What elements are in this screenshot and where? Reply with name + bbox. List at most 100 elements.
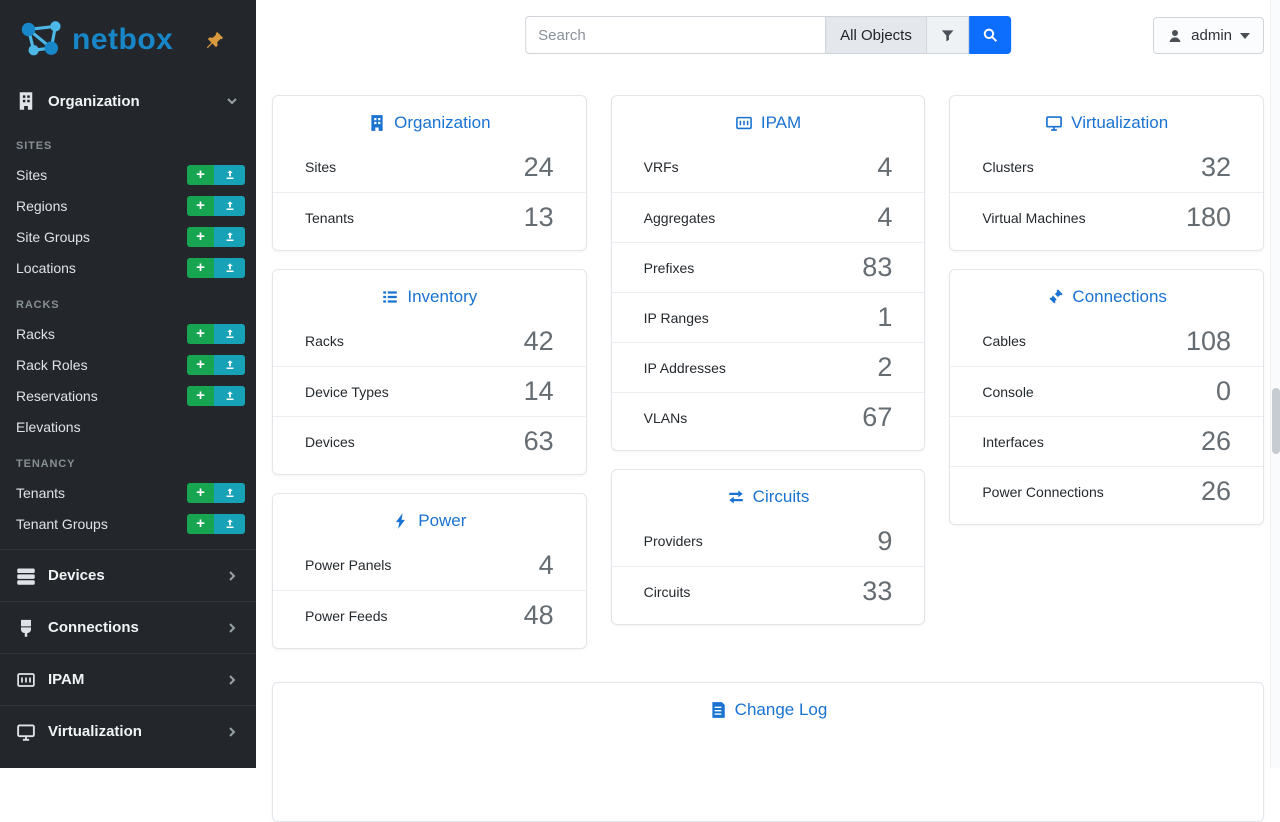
pin-icon[interactable] xyxy=(205,30,225,50)
import-button[interactable] xyxy=(214,323,245,344)
stat-value[interactable]: 48 xyxy=(523,600,554,630)
stat-value[interactable]: 9 xyxy=(877,525,893,556)
sidebar-link-site-groups[interactable]: Site Groups xyxy=(16,228,90,245)
stat-label[interactable]: Clusters xyxy=(982,159,1034,175)
add-button[interactable]: + xyxy=(187,513,214,534)
scrollbar-thumb[interactable] xyxy=(1272,388,1280,454)
search-submit-button[interactable] xyxy=(968,16,1011,54)
stat-label[interactable]: Interfaces xyxy=(982,433,1044,450)
import-button[interactable] xyxy=(214,513,245,534)
search-input[interactable] xyxy=(525,16,826,54)
stat-value[interactable]: 14 xyxy=(523,376,554,406)
stat-label[interactable]: Devices xyxy=(305,433,355,450)
sidebar-link-regions[interactable]: Regions xyxy=(16,197,68,214)
stat-label[interactable]: Device Types xyxy=(305,383,389,400)
sidebar-link-tenant-groups[interactable]: Tenant Groups xyxy=(16,515,108,532)
stat-value[interactable]: 26 xyxy=(1200,476,1232,506)
sidebar-link-tenants[interactable]: Tenants xyxy=(16,484,66,501)
stat-value[interactable]: 26 xyxy=(1200,426,1232,456)
stat-value[interactable]: 63 xyxy=(523,426,554,456)
stat-value[interactable]: 67 xyxy=(862,402,893,432)
stat-value[interactable]: 180 xyxy=(1185,202,1232,232)
stat-label[interactable]: Power Connections xyxy=(982,483,1104,500)
stat-value[interactable]: 33 xyxy=(862,576,893,606)
section-tenancy: TENANCY Tenants + Tenant Groups + xyxy=(0,442,256,539)
stat-row: Devices 63 xyxy=(273,416,586,466)
add-button[interactable]: + xyxy=(187,385,214,406)
import-button[interactable] xyxy=(214,482,245,503)
stat-value[interactable]: 42 xyxy=(523,325,554,356)
object-type-dropdown[interactable]: All Objects xyxy=(825,16,927,54)
stat-label[interactable]: Circuits xyxy=(643,583,691,600)
stat-label[interactable]: Aggregates xyxy=(643,209,716,226)
stat-row: Console 0 xyxy=(950,366,1264,416)
stat-label[interactable]: Providers xyxy=(643,533,703,549)
chevron-right-icon xyxy=(224,620,240,636)
stat-value[interactable]: 0 xyxy=(1215,376,1232,406)
stat-label[interactable]: Tenants xyxy=(305,209,355,226)
add-button[interactable]: + xyxy=(187,354,214,375)
stat-label[interactable]: Power Feeds xyxy=(305,607,388,624)
dashboard-column-3: Virtualization Clusters 32 Virtual Machi… xyxy=(949,95,1265,649)
plus-icon: + xyxy=(196,166,205,183)
card-title: Connections xyxy=(1072,287,1167,306)
stat-value[interactable]: 32 xyxy=(1200,151,1232,182)
sidebar-item-tenants: Tenants + xyxy=(0,477,256,508)
stat-value[interactable]: 4 xyxy=(538,549,554,580)
stat-value[interactable]: 108 xyxy=(1185,325,1232,356)
building-icon xyxy=(371,115,383,131)
sidebar-link-racks[interactable]: Racks xyxy=(16,325,55,342)
sidebar-group-devices[interactable]: Devices xyxy=(0,549,256,601)
sidebar-group-ipam[interactable]: IPAM xyxy=(0,653,256,705)
card-circuits: Circuits Providers 9 Circuits 33 xyxy=(610,469,926,625)
import-button[interactable] xyxy=(214,226,245,247)
add-button[interactable]: + xyxy=(187,482,214,503)
stat-value[interactable]: 24 xyxy=(523,151,554,182)
stat-value[interactable]: 13 xyxy=(523,202,554,232)
filter-button[interactable] xyxy=(926,16,969,54)
card-title: Organization xyxy=(394,113,491,132)
user-icon xyxy=(1167,28,1183,44)
add-button[interactable]: + xyxy=(187,195,214,216)
stat-label[interactable]: Virtual Machines xyxy=(982,209,1086,226)
add-button[interactable]: + xyxy=(187,164,214,185)
sidebar-group-virtualization[interactable]: Virtualization xyxy=(0,705,256,757)
stat-label[interactable]: Cables xyxy=(982,333,1026,349)
stat-label[interactable]: IP Addresses xyxy=(643,359,726,376)
stat-label[interactable]: VLANs xyxy=(643,409,688,426)
sidebar-link-sites[interactable]: Sites xyxy=(16,166,48,183)
stat-value[interactable]: 4 xyxy=(877,202,893,232)
sidebar-group-organization[interactable]: Organization xyxy=(0,78,256,124)
stat-value[interactable]: 1 xyxy=(877,302,893,332)
add-button[interactable]: + xyxy=(187,323,214,344)
stat-value[interactable]: 4 xyxy=(877,151,893,182)
stat-label[interactable]: Prefixes xyxy=(643,259,695,276)
brand-link[interactable]: netbox xyxy=(72,23,174,56)
sidebar-link-elevations[interactable]: Elevations xyxy=(16,418,81,435)
section-title-tenancy: TENANCY xyxy=(16,458,76,470)
sidebar-link-locations[interactable]: Locations xyxy=(16,259,76,276)
add-button[interactable]: + xyxy=(187,257,214,278)
stat-value[interactable]: 83 xyxy=(862,252,893,282)
import-button[interactable] xyxy=(214,195,245,216)
import-button[interactable] xyxy=(214,164,245,185)
import-button[interactable] xyxy=(214,385,245,406)
add-button[interactable]: + xyxy=(187,226,214,247)
import-button[interactable] xyxy=(214,257,245,278)
stat-value[interactable]: 2 xyxy=(877,352,893,382)
user-menu[interactable]: admin xyxy=(1153,17,1264,54)
sidebar-link-reservations[interactable]: Reservations xyxy=(16,387,98,404)
sidebar-group-connections[interactable]: Connections xyxy=(0,601,256,653)
stat-label[interactable]: IP Ranges xyxy=(643,309,709,326)
stat-label[interactable]: Console xyxy=(982,383,1034,400)
monitor-icon xyxy=(1046,116,1063,131)
sidebar-link-rack-roles[interactable]: Rack Roles xyxy=(16,356,88,373)
stat-label[interactable]: Power Panels xyxy=(305,557,392,573)
netbox-logo-icon xyxy=(14,16,72,64)
import-button[interactable] xyxy=(214,354,245,375)
item-actions: + xyxy=(187,195,245,216)
stat-label[interactable]: VRFs xyxy=(643,159,679,175)
stat-label[interactable]: Sites xyxy=(305,159,337,175)
stat-label[interactable]: Racks xyxy=(305,333,344,349)
page-scrollbar[interactable] xyxy=(1270,0,1280,768)
